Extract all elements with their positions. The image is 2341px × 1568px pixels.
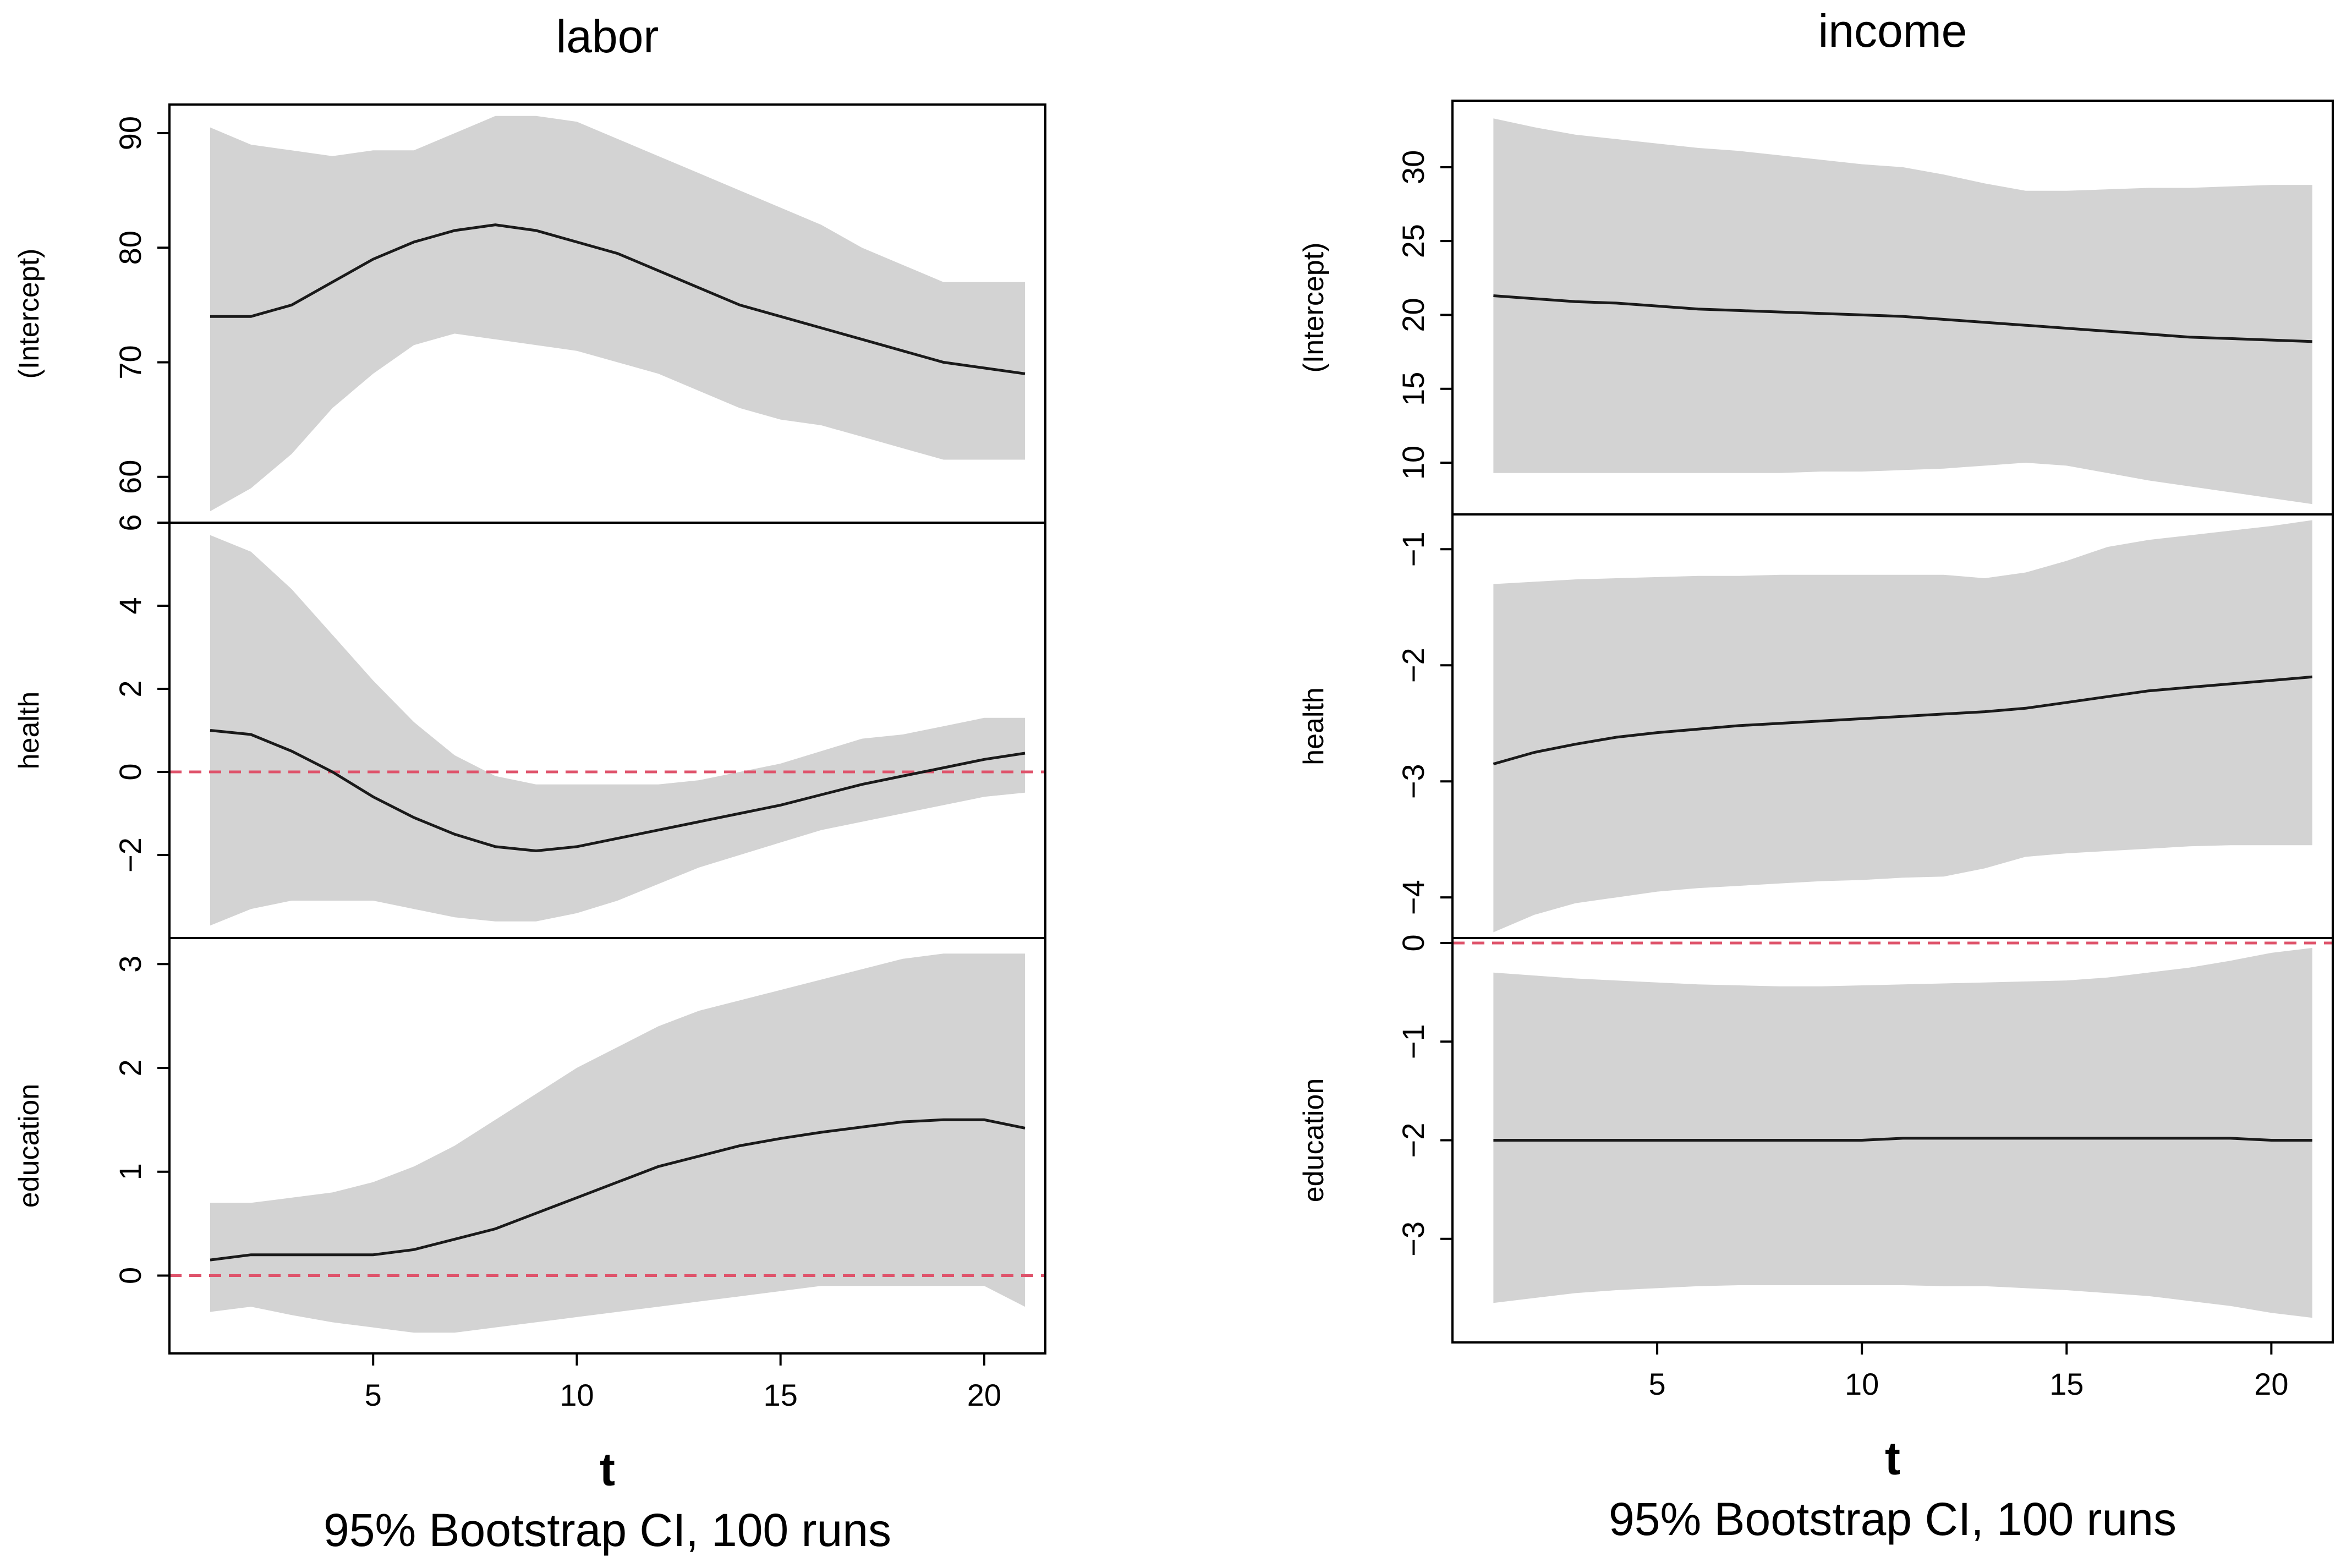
ci-band bbox=[210, 953, 1025, 1333]
y-tick-label: −3 bbox=[1396, 764, 1430, 799]
chart-title: labor bbox=[556, 10, 659, 62]
y-tick-label: 30 bbox=[1396, 150, 1430, 184]
y-tick-label: 0 bbox=[113, 1267, 147, 1284]
ci-band bbox=[1493, 118, 2312, 505]
panel-plot-area bbox=[169, 535, 1045, 926]
estimate-line bbox=[210, 223, 1026, 375]
x-tick-label: 20 bbox=[2254, 1367, 2288, 1401]
estimate-line bbox=[210, 1118, 1026, 1262]
y-tick-label: 0 bbox=[113, 763, 147, 780]
y-tick-label: 2 bbox=[113, 1059, 147, 1076]
x-tick-label: 15 bbox=[764, 1378, 798, 1412]
y-axis-label: education bbox=[1298, 1078, 1330, 1203]
y-tick-label: 15 bbox=[1396, 372, 1430, 406]
estimate-line bbox=[1493, 1137, 2312, 1142]
y-axis-label: (Intercept) bbox=[13, 249, 45, 379]
y-tick-label: 70 bbox=[113, 345, 147, 379]
x-tick-label: 10 bbox=[1845, 1367, 1879, 1401]
panel-intercept: 10 15 20 25 30 (Intercept) bbox=[1298, 100, 2334, 516]
y-axis-label: (Intercept) bbox=[1298, 243, 1330, 373]
y-tick-label: 80 bbox=[113, 231, 147, 265]
y-tick-label: 10 bbox=[1396, 446, 1430, 480]
y-tick-label: −2 bbox=[1396, 1123, 1430, 1158]
x-tick-label: 5 bbox=[1649, 1367, 1666, 1401]
chart-title: income bbox=[1818, 5, 1967, 57]
estimate-line bbox=[210, 729, 1026, 853]
panel-plot-area bbox=[1493, 118, 2312, 505]
y-tick-label: 60 bbox=[113, 460, 147, 494]
panel-plot-area bbox=[210, 116, 1026, 512]
y-tick-label: −2 bbox=[113, 837, 147, 873]
x-tick-label: 15 bbox=[2049, 1367, 2084, 1401]
ci-band bbox=[1493, 947, 2312, 1318]
panel-plot-area bbox=[1493, 520, 2313, 933]
y-tick-label: −1 bbox=[1396, 531, 1430, 567]
chart-labor: 60 70 80 90 (Intercept) −2 0 2 4 6 health 0 1 2 3 educa… bbox=[13, 10, 1046, 1556]
estimate-line bbox=[1493, 675, 2313, 766]
y-tick-label: 0 bbox=[1396, 934, 1430, 951]
panel-frame bbox=[168, 937, 1046, 1355]
y-tick-label: 3 bbox=[113, 956, 147, 973]
y-tick-label: −2 bbox=[1396, 648, 1430, 683]
panel-health: −4 −3 −2 −1 health bbox=[1298, 513, 2334, 939]
y-axis-label: health bbox=[1298, 687, 1330, 765]
chart-subtitle: 95% Bootstrap CI, 100 runs bbox=[1609, 1493, 2176, 1545]
ci-band bbox=[1493, 520, 2312, 933]
panel-intercept: 60 70 80 90 (Intercept) bbox=[13, 103, 1046, 524]
x-tick-label: 5 bbox=[365, 1378, 382, 1412]
panel-plot-area bbox=[169, 953, 1045, 1333]
x-axis-label: t bbox=[600, 1444, 615, 1495]
y-tick-label: −1 bbox=[1396, 1024, 1430, 1059]
y-tick-label: 20 bbox=[1396, 298, 1430, 332]
chart-income: 1015202530(Intercept)−4−3−2−1health−3−2−… bbox=[1298, 5, 2334, 1545]
estimate-line bbox=[1493, 294, 2312, 343]
chart-subtitle: 95% Bootstrap CI, 100 runs bbox=[324, 1504, 891, 1556]
panel-education: 0 1 2 3 education bbox=[13, 937, 1046, 1355]
ci-band bbox=[210, 116, 1025, 512]
y-tick-label: 1 bbox=[113, 1163, 147, 1180]
ci-band bbox=[210, 535, 1025, 926]
x-tick-label: 10 bbox=[560, 1378, 594, 1412]
y-tick-label: −4 bbox=[1396, 880, 1430, 915]
panel-plot-area bbox=[1452, 941, 2333, 1318]
y-tick-label: 90 bbox=[113, 116, 147, 150]
panel-education: −3 −2 −1 0 education bbox=[1298, 934, 2334, 1344]
y-axis-label: education bbox=[13, 1084, 45, 1208]
y-axis-label: health bbox=[13, 692, 45, 770]
y-tick-label: 25 bbox=[1396, 224, 1430, 258]
y-tick-label: 2 bbox=[113, 680, 147, 697]
x-tick-label: 20 bbox=[967, 1378, 1001, 1412]
y-tick-label: −3 bbox=[1396, 1221, 1430, 1257]
y-tick-label: 4 bbox=[113, 597, 147, 614]
y-tick-label: 6 bbox=[113, 514, 147, 531]
x-axis-label: t bbox=[1885, 1433, 1900, 1484]
